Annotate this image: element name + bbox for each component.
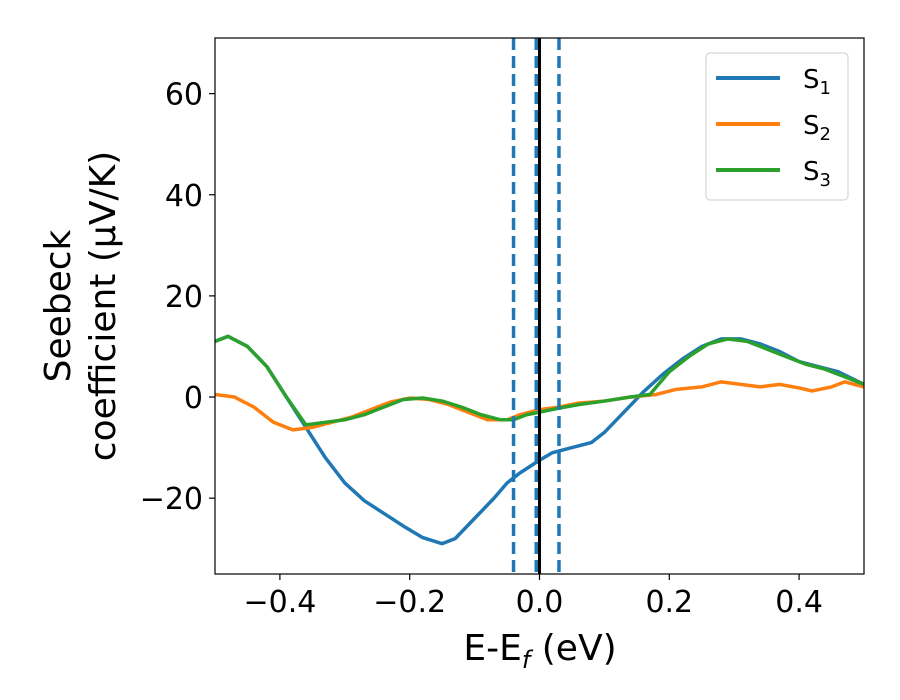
legend-box bbox=[705, 52, 849, 201]
x-tick-label: −0.2 bbox=[373, 585, 446, 620]
legend-label-2: S2 bbox=[803, 111, 831, 145]
series-line-3 bbox=[215, 334, 864, 427]
legend-label-1: S1 bbox=[803, 65, 831, 99]
y-tick-label: 20 bbox=[165, 280, 203, 315]
x-axis: −0.4 −0.2 0.0 0.2 0.4 bbox=[243, 574, 823, 620]
y-tick-label: 60 bbox=[165, 78, 203, 113]
legend-label-3: S3 bbox=[803, 157, 831, 191]
series-line-2 bbox=[215, 380, 864, 432]
y-axis-label-line2: coefficient (μV/K) bbox=[83, 151, 124, 461]
x-axis-label: E-Ef (eV) bbox=[463, 628, 616, 674]
x-tick-label: 0.0 bbox=[516, 585, 564, 620]
x-tick-label: −0.4 bbox=[243, 585, 316, 620]
legend: S1 S2 S3 bbox=[705, 52, 849, 201]
y-tick-label: 40 bbox=[165, 179, 203, 214]
plot-area bbox=[215, 38, 864, 574]
x-tick-label: 0.2 bbox=[645, 585, 693, 620]
y-axis-label: Seebeck coefficient (μV/K) bbox=[38, 151, 124, 461]
x-tick-label: 0.4 bbox=[775, 585, 823, 620]
y-tick-label: 0 bbox=[184, 381, 203, 416]
y-axis: −20 0 20 40 60 bbox=[140, 78, 215, 517]
y-axis-label-line1: Seebeck bbox=[38, 229, 79, 382]
y-tick-label: −20 bbox=[140, 482, 203, 517]
